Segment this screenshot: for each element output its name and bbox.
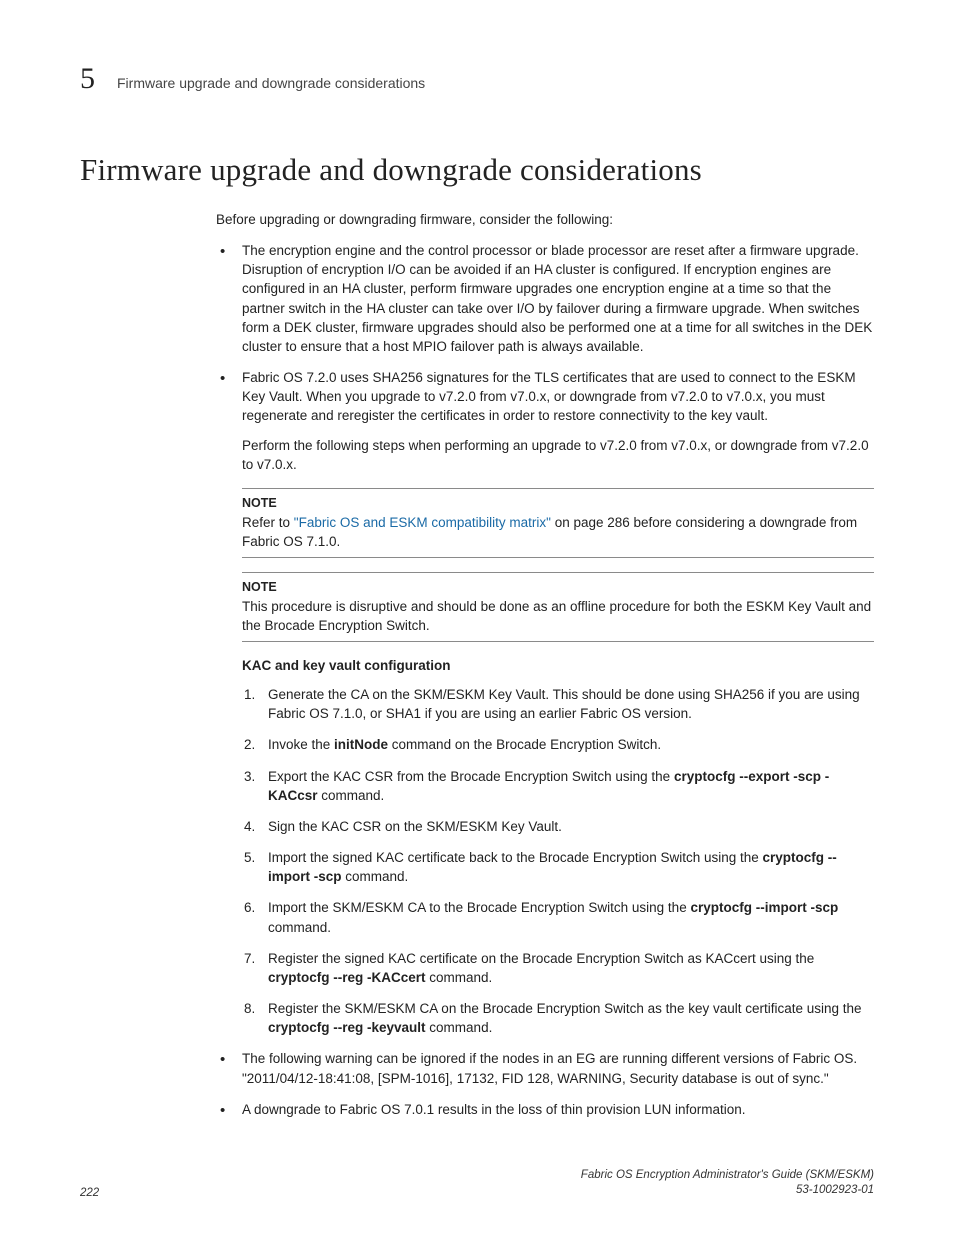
page: 5 Firmware upgrade and downgrade conside… xyxy=(0,0,954,1235)
paragraph: Perform the following steps when perform… xyxy=(242,436,874,474)
step-item: Register the SKM/ESKM CA on the Brocade … xyxy=(242,999,874,1037)
step-item: Register the signed KAC certificate on t… xyxy=(242,949,874,987)
note-rule-bottom xyxy=(242,557,874,558)
step-item: Export the KAC CSR from the Brocade Encr… xyxy=(242,767,874,805)
note-pre: Refer to xyxy=(242,515,294,530)
bullet-text: The following warning can be ignored if … xyxy=(242,1051,857,1085)
step-item: Sign the KAC CSR on the SKM/ESKM Key Vau… xyxy=(242,817,874,836)
step-text: Import the signed KAC certificate back t… xyxy=(268,850,763,865)
step-text: Register the SKM/ESKM CA on the Brocade … xyxy=(268,1001,862,1016)
step-text: Invoke the xyxy=(268,737,334,752)
step-text: command. xyxy=(426,1020,493,1035)
sub-heading: KAC and key vault configuration xyxy=(242,656,874,675)
bullet-list: The encryption engine and the control pr… xyxy=(216,241,874,1119)
bullet-text: A downgrade to Fabric OS 7.0.1 results i… xyxy=(242,1102,746,1117)
cross-reference-link[interactable]: "Fabric OS and ESKM compatibility matrix… xyxy=(294,515,551,530)
command-text: cryptocfg --import -scp xyxy=(690,900,838,915)
running-header: 5 Firmware upgrade and downgrade conside… xyxy=(80,62,874,96)
command-text: cryptocfg --reg -KACcert xyxy=(268,970,426,985)
step-item: Import the SKM/ESKM CA to the Brocade En… xyxy=(242,898,874,936)
footer-doc-title: Fabric OS Encryption Administrator's Gui… xyxy=(581,1168,874,1184)
chapter-number: 5 xyxy=(80,62,95,96)
step-text: command. xyxy=(318,788,385,803)
note-label: NOTE xyxy=(242,579,874,597)
note-text: Refer to "Fabric OS and ESKM compatibili… xyxy=(242,513,874,551)
step-item: Invoke the initNode command on the Broca… xyxy=(242,735,874,754)
intro-paragraph: Before upgrading or downgrading firmware… xyxy=(216,210,874,229)
section-heading: Firmware upgrade and downgrade considera… xyxy=(80,152,874,188)
note-label: NOTE xyxy=(242,495,874,513)
page-footer: 222 Fabric OS Encryption Administrator's… xyxy=(80,1168,874,1199)
step-text: Generate the CA on the SKM/ESKM Key Vaul… xyxy=(268,687,860,721)
list-item: A downgrade to Fabric OS 7.0.1 results i… xyxy=(216,1100,874,1119)
step-text: Import the SKM/ESKM CA to the Brocade En… xyxy=(268,900,690,915)
list-item: Fabric OS 7.2.0 uses SHA256 signatures f… xyxy=(216,368,874,1037)
footer-doc-number: 53-1002923-01 xyxy=(581,1183,874,1199)
body-content: Before upgrading or downgrading firmware… xyxy=(216,210,874,1119)
footer-doc-info: Fabric OS Encryption Administrator's Gui… xyxy=(581,1168,874,1199)
command-text: initNode xyxy=(334,737,388,752)
step-text: command on the Brocade Encryption Switch… xyxy=(388,737,661,752)
step-text: Export the KAC CSR from the Brocade Encr… xyxy=(268,769,674,784)
note-text: This procedure is disruptive and should … xyxy=(242,597,874,635)
bullet-text: Fabric OS 7.2.0 uses SHA256 signatures f… xyxy=(242,370,856,423)
step-item: Import the signed KAC certificate back t… xyxy=(242,848,874,886)
step-text: Register the signed KAC certificate on t… xyxy=(268,951,814,966)
numbered-steps: Generate the CA on the SKM/ESKM Key Vaul… xyxy=(242,685,874,1037)
step-text: command. xyxy=(426,970,493,985)
step-text: command. xyxy=(342,869,409,884)
page-number: 222 xyxy=(80,1187,99,1199)
note-rule-top xyxy=(242,488,874,489)
command-text: cryptocfg --reg -keyvault xyxy=(268,1020,426,1035)
step-text: command. xyxy=(268,920,331,935)
step-text: Sign the KAC CSR on the SKM/ESKM Key Vau… xyxy=(268,819,562,834)
list-item: The encryption engine and the control pr… xyxy=(216,241,874,356)
bullet-text: The encryption engine and the control pr… xyxy=(242,243,872,354)
note-rule-top xyxy=(242,572,874,573)
list-item: The following warning can be ignored if … xyxy=(216,1049,874,1087)
note-rule-bottom xyxy=(242,641,874,642)
step-item: Generate the CA on the SKM/ESKM Key Vaul… xyxy=(242,685,874,723)
running-title: Firmware upgrade and downgrade considera… xyxy=(117,75,425,91)
